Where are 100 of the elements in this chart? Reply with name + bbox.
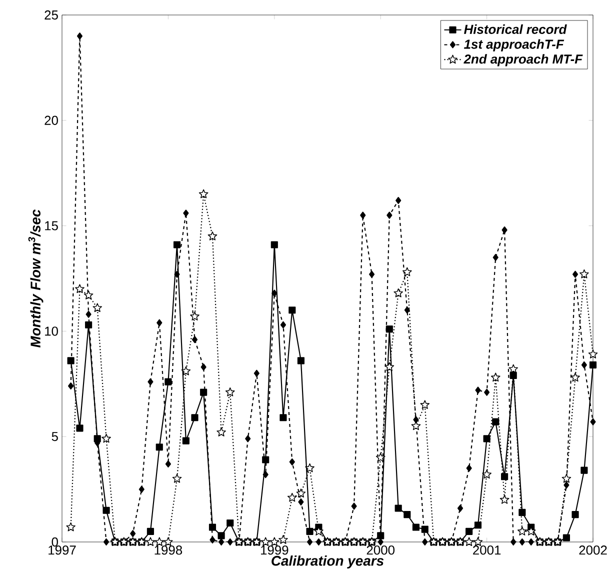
point <box>182 437 190 444</box>
point <box>156 444 163 451</box>
point <box>174 270 180 278</box>
legend-label: 2nd approach MT-F <box>464 54 583 66</box>
point <box>218 532 225 540</box>
point <box>75 284 84 294</box>
point <box>396 196 402 204</box>
point <box>492 418 500 426</box>
x-tick-label: 1998 <box>154 546 182 555</box>
point <box>298 498 304 506</box>
point <box>146 528 154 535</box>
point <box>190 312 200 320</box>
point <box>386 326 393 333</box>
point <box>590 418 596 426</box>
point <box>227 538 233 546</box>
point <box>262 456 270 464</box>
point <box>518 526 527 536</box>
x-tick-label: 1997 <box>48 546 76 555</box>
point <box>466 464 472 472</box>
point <box>394 288 404 298</box>
point <box>581 361 587 368</box>
point <box>280 414 287 422</box>
point <box>508 364 518 374</box>
legend-label: 1st approachT-F <box>464 39 564 52</box>
point <box>510 372 517 379</box>
point <box>500 494 510 504</box>
point <box>218 538 224 546</box>
point <box>306 538 313 546</box>
point <box>138 486 144 493</box>
point <box>297 357 304 364</box>
legend-label: Historical record <box>464 24 567 34</box>
point <box>386 212 392 219</box>
point <box>76 424 84 432</box>
point <box>384 362 394 372</box>
point <box>146 537 156 546</box>
x-tick-label: 2000 <box>366 546 395 555</box>
point <box>490 372 500 382</box>
point <box>404 511 411 518</box>
point <box>484 388 490 396</box>
point <box>260 537 270 546</box>
point <box>296 488 306 498</box>
point <box>68 382 74 390</box>
point <box>572 270 578 278</box>
point <box>528 538 534 546</box>
point <box>245 435 251 442</box>
point <box>208 231 218 240</box>
point <box>519 538 525 546</box>
point <box>280 321 286 328</box>
point <box>288 306 296 314</box>
x-tick-label: 2001 <box>473 546 501 555</box>
x-tick-label: 2002 <box>579 546 607 555</box>
point <box>376 452 386 462</box>
point <box>464 537 474 546</box>
point <box>192 336 198 344</box>
point <box>66 522 76 532</box>
point <box>164 378 172 386</box>
y-tick-label: 0 <box>52 537 58 547</box>
point <box>402 267 412 276</box>
point <box>475 386 481 394</box>
point <box>210 536 216 544</box>
point <box>510 538 516 546</box>
point <box>85 321 92 328</box>
x-axis-title: Calibration years <box>272 556 384 569</box>
point <box>378 538 384 546</box>
point <box>102 506 110 514</box>
point <box>351 502 357 510</box>
x-tick-label: 1999 <box>260 546 288 555</box>
point <box>306 528 314 535</box>
point <box>181 366 191 376</box>
point <box>287 492 297 502</box>
point <box>588 349 598 358</box>
point <box>225 387 235 396</box>
point <box>216 427 226 436</box>
point <box>173 241 181 248</box>
point <box>580 466 588 474</box>
point <box>360 212 366 219</box>
point <box>580 269 589 278</box>
point <box>76 32 83 40</box>
point <box>104 538 110 546</box>
point <box>278 534 288 544</box>
point <box>404 306 410 314</box>
point <box>226 519 234 527</box>
point <box>413 416 419 424</box>
y-tick-label: 20 <box>44 116 58 125</box>
point <box>369 270 375 278</box>
point <box>86 310 92 318</box>
point <box>420 400 430 409</box>
y-tick-label: 10 <box>45 326 58 336</box>
point <box>92 303 102 312</box>
point <box>421 526 428 533</box>
point <box>270 241 278 248</box>
point <box>254 370 260 377</box>
point <box>165 460 171 468</box>
point <box>272 290 278 297</box>
point <box>562 474 572 483</box>
point <box>200 363 206 371</box>
point <box>562 534 570 542</box>
point <box>316 538 322 546</box>
y-tick-label: 5 <box>52 432 58 442</box>
point <box>67 357 74 364</box>
